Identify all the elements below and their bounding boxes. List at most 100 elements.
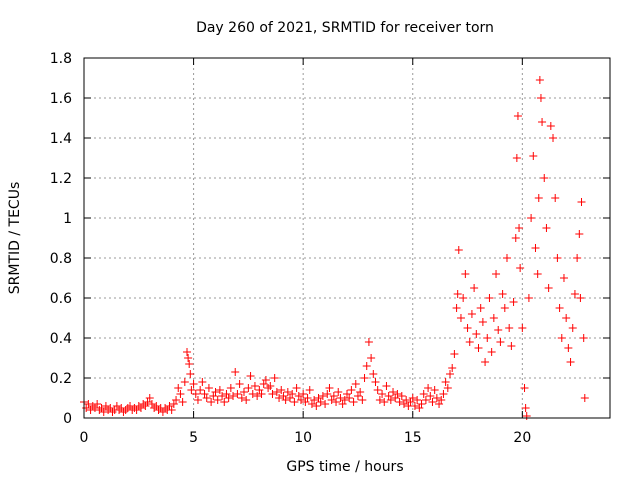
- data-point: [542, 224, 551, 232]
- data-point: [353, 392, 362, 400]
- data-point: [573, 254, 582, 262]
- data-point: [437, 396, 446, 404]
- data-point: [536, 94, 545, 102]
- data-point: [312, 402, 321, 410]
- data-point: [141, 402, 150, 410]
- data-point: [268, 390, 277, 398]
- data-point: [189, 380, 198, 388]
- data-point: [489, 314, 498, 322]
- data-point: [172, 396, 181, 404]
- data-point: [250, 382, 259, 390]
- data-point: [343, 390, 351, 398]
- data-point: [463, 324, 472, 332]
- data-point: [336, 394, 345, 402]
- data-points: [80, 76, 589, 420]
- data-point: [559, 274, 568, 282]
- data-point: [529, 152, 538, 160]
- data-point: [314, 394, 323, 402]
- data-point: [196, 386, 205, 394]
- data-point: [389, 388, 398, 396]
- data-point: [459, 294, 468, 302]
- data-point: [478, 318, 487, 326]
- data-point: [505, 324, 514, 332]
- data-point: [485, 294, 494, 302]
- data-point: [264, 384, 273, 392]
- data-point: [580, 394, 589, 402]
- data-point: [283, 388, 292, 396]
- data-point: [382, 382, 391, 390]
- data-point: [443, 384, 452, 392]
- data-point: [143, 398, 152, 406]
- data-point: [99, 408, 108, 416]
- data-point: [500, 304, 509, 312]
- data-point: [562, 314, 571, 322]
- data-point: [533, 270, 542, 278]
- data-point: [275, 394, 284, 402]
- data-point: [261, 376, 270, 384]
- data-point: [546, 122, 555, 130]
- data-point: [226, 384, 235, 392]
- data-point: [521, 404, 530, 412]
- data-point: [453, 290, 462, 298]
- data-point: [242, 396, 251, 404]
- data-point: [494, 326, 503, 334]
- data-point: [176, 390, 185, 398]
- data-point: [191, 390, 200, 398]
- data-point: [183, 348, 192, 356]
- data-point: [576, 294, 585, 302]
- data-point: [86, 406, 95, 414]
- data-point: [318, 392, 327, 400]
- data-point: [244, 384, 253, 392]
- data-point: [259, 380, 268, 388]
- data-point: [527, 214, 536, 222]
- data-point: [281, 396, 290, 404]
- data-point: [95, 406, 104, 414]
- data-point: [481, 358, 490, 366]
- data-point: [340, 396, 349, 404]
- data-point: [323, 390, 332, 398]
- data-point: [461, 270, 470, 278]
- data-point: [557, 334, 566, 342]
- data-point: [470, 284, 479, 292]
- plot-frame: [83, 57, 611, 419]
- data-point: [215, 386, 224, 394]
- data-point: [272, 388, 281, 396]
- data-point: [351, 380, 360, 388]
- data-point: [380, 398, 389, 406]
- data-point: [246, 372, 255, 380]
- data-point: [253, 392, 262, 400]
- data-point: [395, 398, 404, 406]
- data-point: [286, 394, 295, 402]
- data-point: [119, 408, 128, 416]
- data-point: [483, 334, 492, 342]
- data-point: [147, 400, 156, 408]
- chart-title: Day 260 of 2021, SRMTID for receiver tor…: [196, 20, 494, 36]
- x-axis-label: GPS time / hours: [286, 459, 403, 475]
- data-point: [426, 392, 435, 400]
- data-point: [316, 398, 325, 406]
- y-tick-label: 1: [63, 211, 72, 227]
- data-point: [456, 314, 465, 322]
- data-point: [301, 398, 310, 406]
- data-point: [257, 390, 266, 398]
- data-point: [534, 194, 543, 202]
- data-point: [185, 360, 194, 368]
- data-point: [512, 154, 521, 162]
- data-point: [516, 264, 525, 272]
- data-point: [184, 354, 193, 362]
- data-point: [362, 362, 371, 370]
- data-point: [564, 344, 573, 352]
- data-point: [154, 406, 163, 414]
- data-point: [296, 396, 305, 404]
- data-point: [169, 400, 178, 408]
- data-point: [202, 394, 211, 402]
- data-point: [513, 112, 522, 120]
- data-point: [218, 392, 227, 400]
- data-point: [448, 364, 457, 372]
- data-point: [222, 390, 231, 398]
- y-tick-label: 0.4: [50, 331, 72, 347]
- data-point: [198, 378, 207, 386]
- data-point: [288, 390, 297, 398]
- x-tick-label: 5: [189, 430, 198, 446]
